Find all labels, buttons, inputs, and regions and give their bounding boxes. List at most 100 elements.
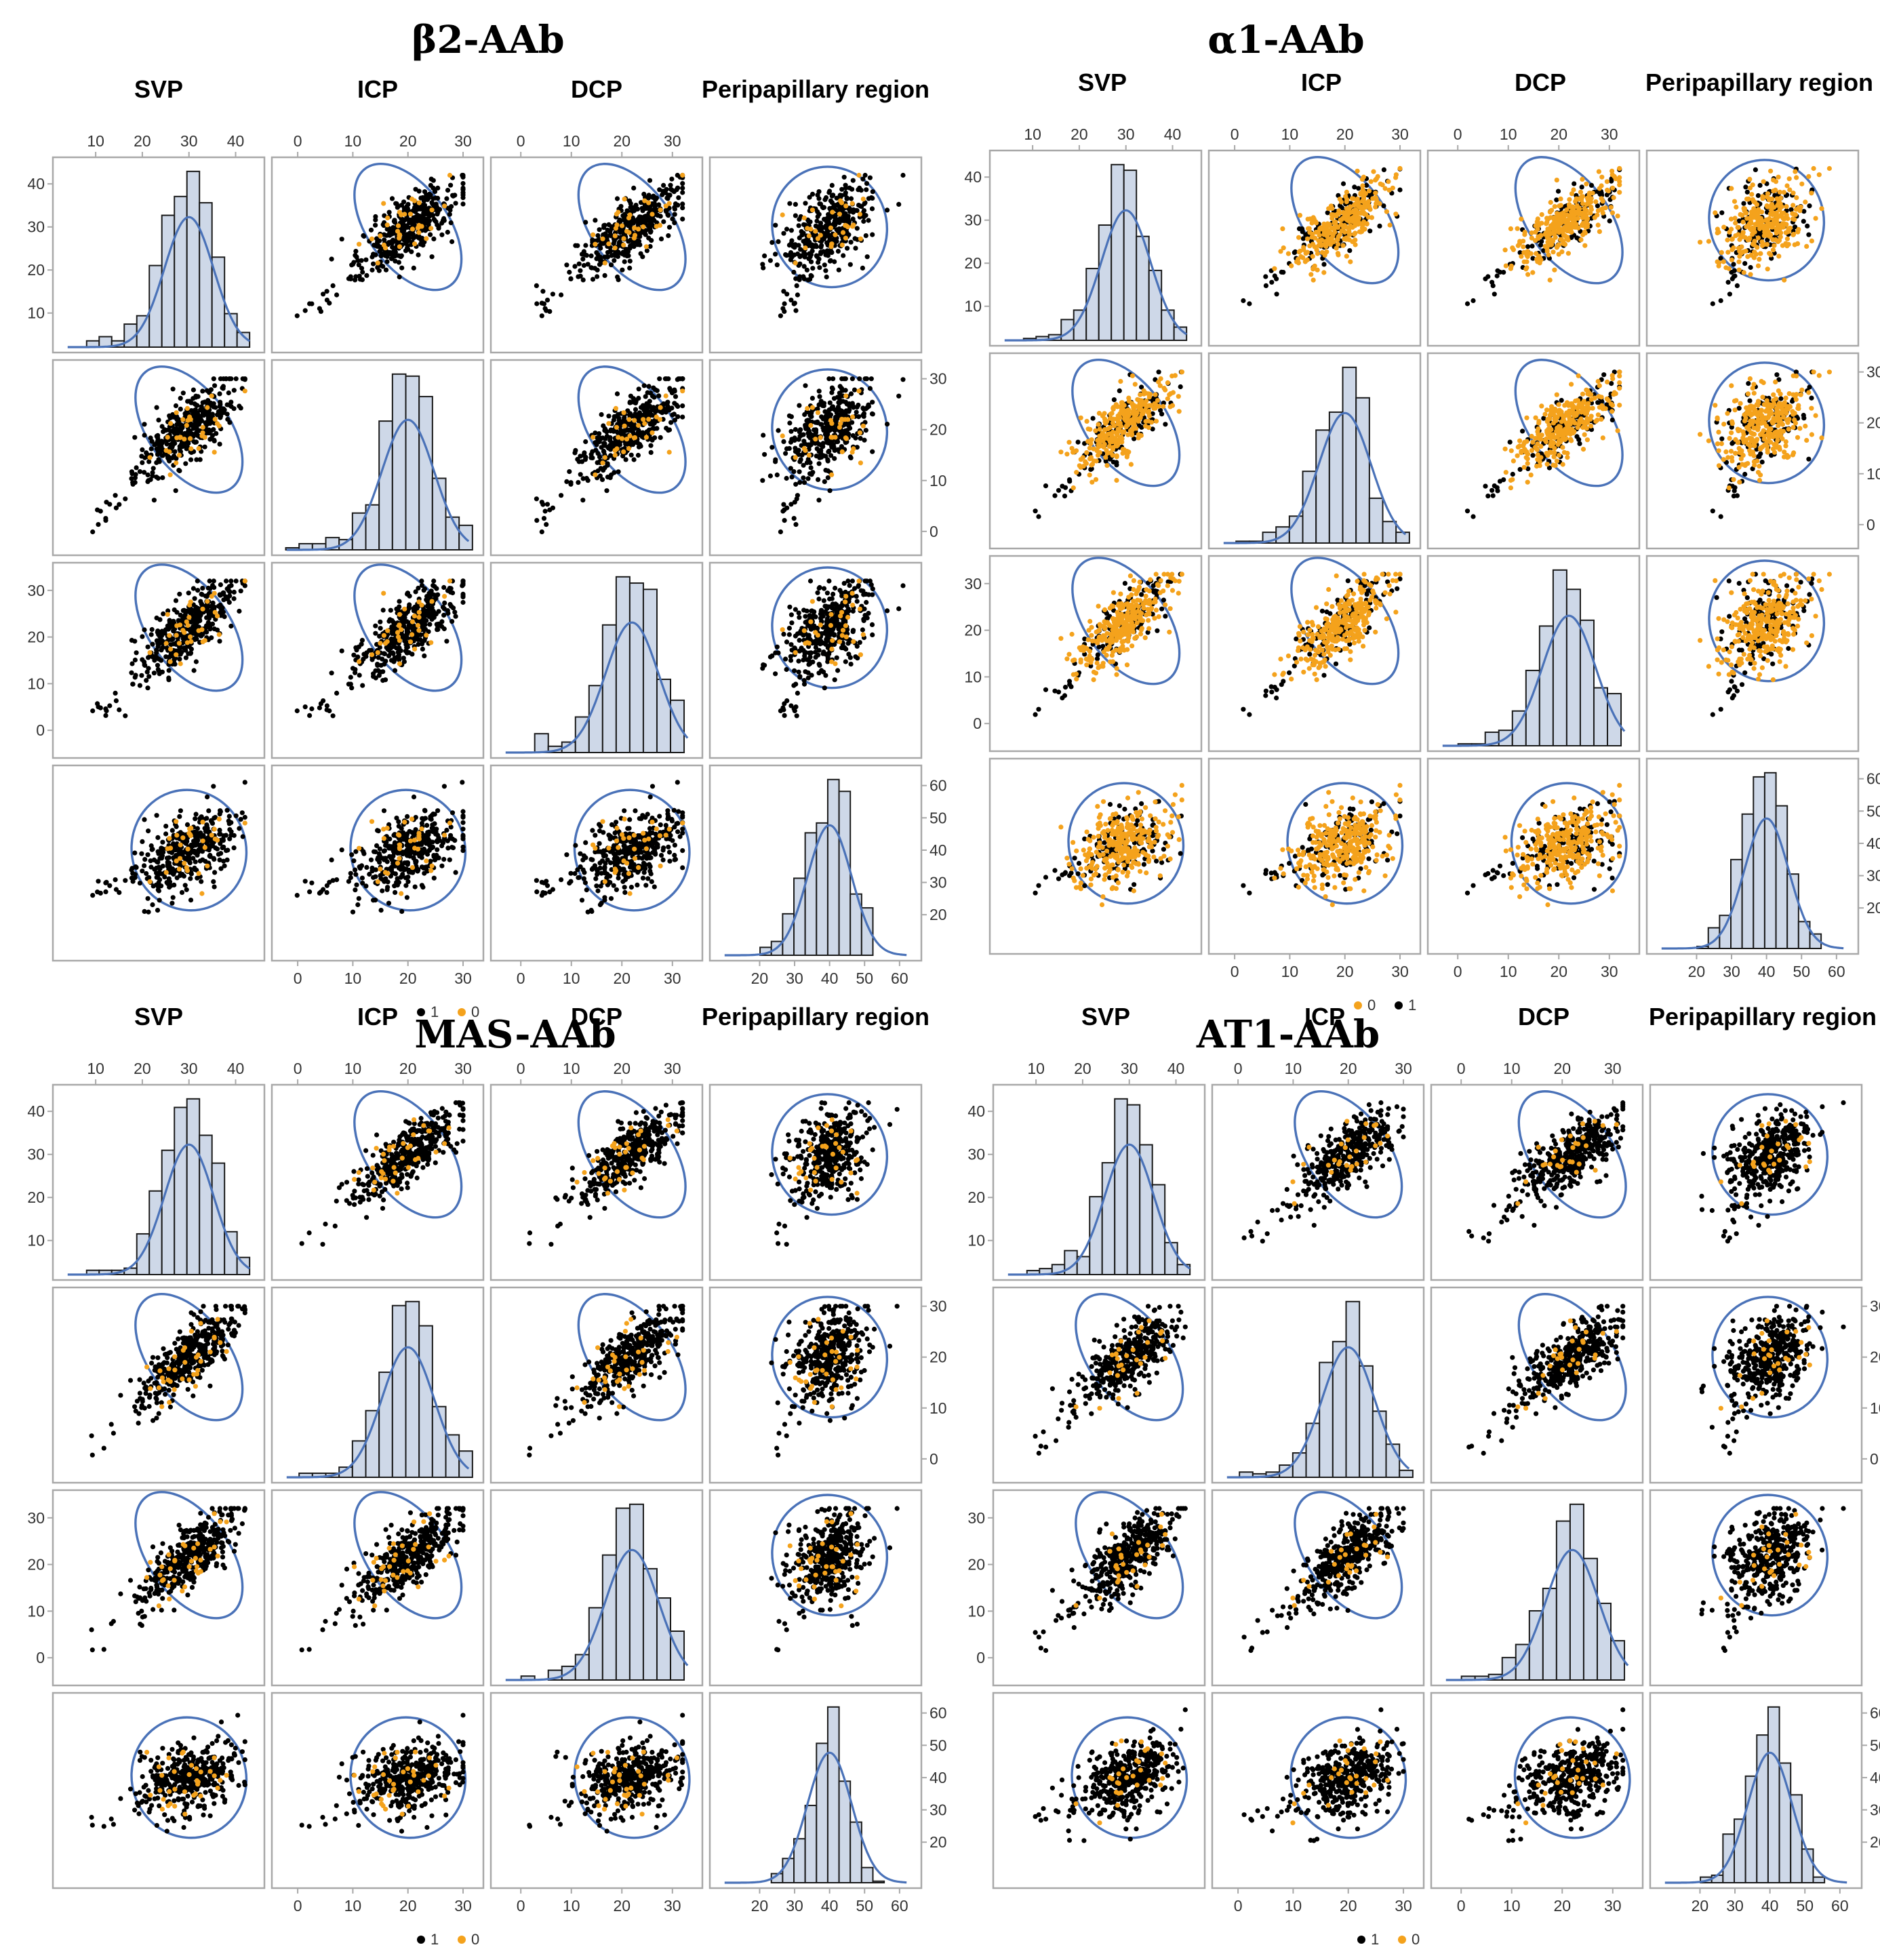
data-point: [90, 893, 96, 898]
data-point: [381, 826, 386, 832]
data-point: [636, 417, 642, 423]
data-point: [544, 522, 549, 527]
data-point: [802, 650, 807, 656]
data-point: [377, 860, 382, 865]
data-point: [161, 611, 166, 617]
data-point: [416, 614, 422, 620]
data-point: [149, 626, 155, 633]
data-point: [405, 879, 411, 884]
data-point: [206, 847, 212, 853]
data-point: [209, 621, 216, 627]
data-point: [188, 898, 194, 903]
data-point: [188, 832, 193, 837]
data-point: [664, 426, 669, 431]
data-point: [195, 403, 200, 408]
data-point: [845, 614, 851, 620]
data-point: [641, 224, 646, 230]
data-point: [867, 386, 873, 391]
data-point: [808, 259, 814, 264]
data-point: [169, 828, 175, 833]
data-point: [805, 418, 811, 423]
data-point: [157, 459, 162, 464]
data-point: [841, 253, 846, 258]
data-point: [177, 656, 182, 662]
variable-header: DCP: [571, 75, 622, 103]
matrix-cell: [52, 359, 266, 557]
data-point: [449, 845, 455, 850]
data-point: [165, 435, 170, 440]
data-point: [180, 424, 185, 431]
data-point: [448, 220, 454, 226]
data-point: [845, 641, 851, 646]
data-point: [623, 441, 628, 447]
data-point: [789, 475, 795, 480]
data-point: [237, 608, 242, 614]
data-point: [672, 418, 678, 423]
data-point: [180, 628, 186, 633]
data-point: [833, 222, 838, 228]
data-point: [840, 399, 845, 404]
data-point: [851, 222, 856, 228]
data-point: [642, 421, 647, 426]
data-point: [658, 435, 663, 441]
data-point: [389, 252, 395, 258]
data-point: [424, 858, 429, 864]
data-point: [330, 713, 336, 719]
data-point: [183, 655, 188, 660]
data-point: [632, 426, 637, 431]
data-point: [133, 472, 138, 477]
data-point: [402, 820, 407, 825]
data-point: [173, 488, 178, 494]
data-point: [799, 233, 805, 238]
data-point: [405, 875, 411, 880]
data-point: [166, 677, 172, 683]
data-point: [854, 404, 860, 410]
data-point: [203, 828, 208, 834]
data-point: [191, 668, 197, 673]
data-point: [856, 584, 861, 589]
data-point: [830, 386, 835, 392]
data-point: [430, 213, 436, 218]
data-point: [439, 863, 445, 868]
data-point: [194, 457, 199, 462]
data-point: [823, 603, 829, 609]
data-point: [218, 582, 223, 588]
data-point: [649, 393, 656, 399]
data-point: [606, 414, 612, 419]
matrix-cell: [489, 359, 704, 557]
data-point: [854, 207, 859, 213]
data-point: [420, 646, 426, 652]
data-point: [330, 283, 336, 288]
data-point: [819, 443, 824, 448]
data-point: [615, 274, 620, 280]
data-point: [643, 216, 649, 222]
data-point: [163, 447, 169, 454]
data-point: [391, 626, 396, 632]
data-point: [439, 232, 445, 237]
data-point: [576, 459, 582, 464]
data-point: [140, 839, 145, 844]
data-point: [117, 502, 122, 507]
data-point: [132, 435, 138, 440]
data-point: [534, 878, 540, 883]
data-point: [643, 205, 649, 211]
data-point: [791, 683, 797, 688]
data-point: [817, 394, 822, 399]
data-point: [428, 226, 434, 231]
data-point: [627, 258, 633, 264]
data-point: [390, 871, 395, 876]
data-point: [773, 222, 778, 228]
variable-header: SVP: [134, 75, 183, 103]
data-point: [369, 819, 375, 824]
data-point: [439, 220, 445, 226]
data-point: [123, 713, 128, 719]
data-point: [412, 884, 418, 889]
data-point: [613, 405, 619, 412]
data-point: [858, 588, 864, 593]
data-point: [391, 620, 397, 625]
data-point: [177, 435, 183, 441]
data-point: [194, 633, 199, 638]
data-point: [601, 423, 606, 428]
data-point: [416, 835, 422, 841]
data-point: [780, 212, 785, 218]
